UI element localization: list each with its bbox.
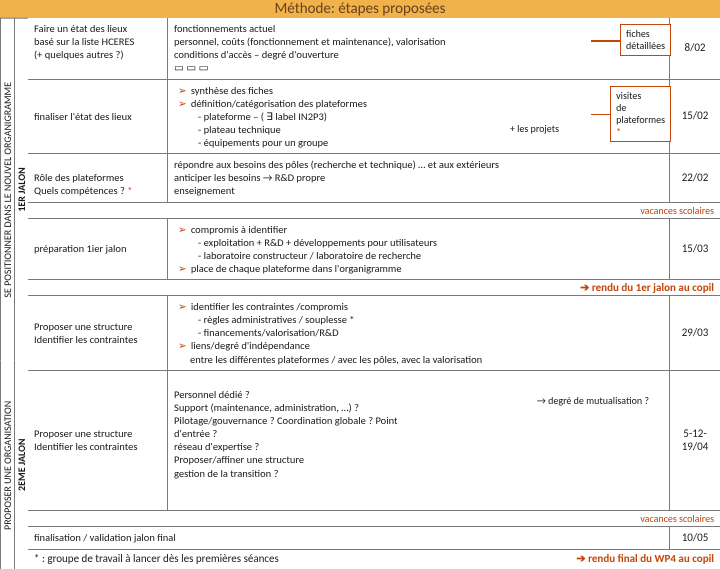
row-mid: ➢compromis à identifier - exploitation +… (168, 219, 670, 280)
row-date: 8/02 (670, 18, 720, 79)
final-row: finalisation / validation jalon final 10… (28, 527, 720, 550)
row-left: Proposer une structure Identifier les co… (28, 371, 168, 510)
vacances-bar-2: vacances scolaires (28, 511, 720, 527)
jalon2-inner-label: 2EME JALON (14, 361, 28, 569)
row-mid: fonctionnements actuel personnel, coûts … (168, 18, 670, 79)
table: Faire un état des lieux basé sur la list… (28, 18, 720, 569)
vacances-bar: vacances scolaires (28, 203, 720, 219)
page: Méthode: étapes proposées SE POSITIONNER… (0, 0, 720, 540)
row-date: 15/02 (670, 80, 720, 154)
row-date: 15/03 (670, 219, 720, 280)
row-mid: ➢synthèse des fiches ➢définition/catégor… (168, 80, 670, 154)
table-row: Faire un état des lieux basé sur la list… (28, 18, 720, 80)
table-row: Rôle des plateformes Quels compétences ?… (28, 154, 720, 202)
body-grid: SE POSITIONNER DANS LE NOUVEL ORGANIGRAM… (0, 18, 720, 569)
final-date: 10/05 (670, 527, 720, 549)
page-title: Méthode: étapes proposées (274, 0, 445, 18)
jalon1-inner-label: 1ER JALON (14, 18, 28, 361)
jalon2-outer-label: PROPOSER UNE ORGANISATION (0, 361, 14, 569)
row-mid: ➢identifier les contraintes /compromis -… (168, 296, 670, 370)
footnote-row: * : groupe de travail à lancer dès les p… (28, 550, 720, 569)
jalon1-outer-label: SE POSITIONNER DANS LE NOUVEL ORGANIGRAM… (0, 18, 14, 361)
row-left: Rôle des plateformes Quels compétences ?… (28, 154, 168, 201)
render-1: ➔ rendu du 1er jalon au copil (28, 280, 720, 296)
row-date: 5-12-19/04 (670, 371, 720, 510)
side-note-mutualisation: → degré de mutualisation ? (537, 395, 649, 408)
row-left: finaliser l'état des lieux (28, 80, 168, 154)
table-row: préparation 1ier jalon ➢compromis à iden… (28, 219, 720, 281)
row-left: Faire un état des lieux basé sur la list… (28, 18, 168, 79)
callout-fiches: fiches détaillées (620, 24, 671, 56)
final-left: finalisation / validation jalon final (28, 527, 670, 549)
row-mid: répondre aux besoins des pôles (recherch… (168, 154, 670, 201)
side-note-projets: + les projets (510, 123, 559, 136)
table-row: finaliser l'état des lieux ➢synthèse des… (28, 80, 720, 155)
row-date: 29/03 (670, 296, 720, 370)
row-date: 22/02 (670, 154, 720, 201)
row-left: préparation 1ier jalon (28, 219, 168, 280)
callout-visites: visites de plateformes * (610, 86, 671, 142)
title-bar: Méthode: étapes proposées (0, 0, 720, 18)
row-left: Proposer une structure Identifier les co… (28, 296, 168, 370)
table-row: Proposer une structure Identifier les co… (28, 296, 720, 371)
table-row: Proposer une structure Identifier les co… (28, 371, 720, 511)
footnote: * : groupe de travail à lancer dès les p… (34, 552, 279, 565)
render-2: ➔ rendu final du WP4 au copil (576, 552, 714, 565)
row-mid: Personnel dédié ? Support (maintenance, … (168, 371, 670, 510)
